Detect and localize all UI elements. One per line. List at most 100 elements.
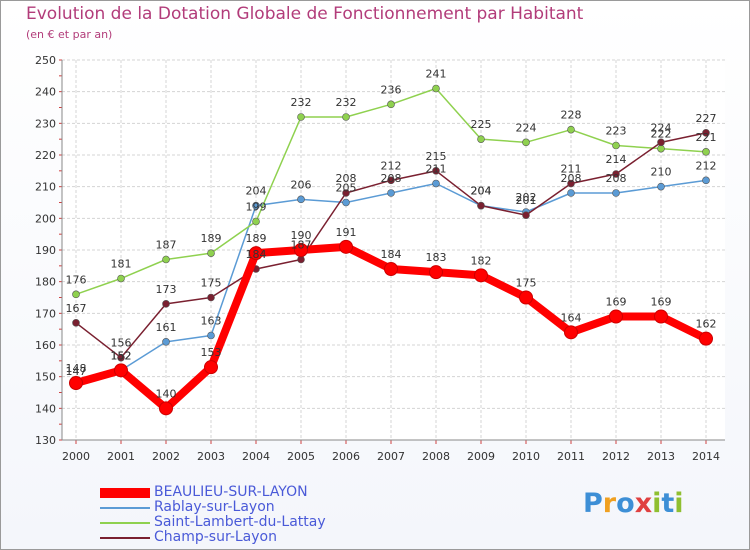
x-tick-label: 2004: [242, 450, 270, 463]
data-label-beaulieu-sur-layon: 183: [426, 251, 447, 264]
data-label-champ-sur-layon: 156: [111, 337, 132, 350]
x-tick-label: 2001: [107, 450, 135, 463]
data-label-champ-sur-layon: 175: [201, 277, 222, 290]
data-point-champ-sur-layon: [657, 138, 665, 147]
data-label-beaulieu-sur-layon: 175: [516, 277, 537, 290]
data-point-saint-lambert-du-lattay: [207, 249, 215, 257]
data-point-beaulieu-sur-layon: [159, 401, 173, 416]
legend-swatch: [100, 536, 150, 539]
logo-letter: x: [634, 488, 653, 519]
data-point-champ-sur-layon: [702, 129, 710, 137]
data-point-rablay-sur-layon: [207, 331, 215, 340]
data-label-beaulieu-sur-layon: 191: [336, 226, 357, 239]
data-point-rablay-sur-layon: [612, 189, 620, 197]
data-point-beaulieu-sur-layon: [384, 262, 398, 276]
data-point-beaulieu-sur-layon: [654, 309, 668, 324]
y-tick-label: 130: [35, 434, 56, 447]
data-label-champ-sur-layon: 173: [156, 283, 177, 296]
logo-letter: i: [674, 488, 684, 519]
data-point-saint-lambert-du-lattay: [657, 144, 665, 153]
logo-letter: r: [602, 488, 617, 519]
y-tick-label: 140: [35, 402, 56, 415]
data-point-saint-lambert-du-lattay: [432, 84, 440, 93]
data-point-rablay-sur-layon: [252, 201, 260, 210]
data-label-saint-lambert-du-lattay: 222: [651, 128, 672, 141]
y-tick-label: 170: [35, 307, 56, 320]
data-point-rablay-sur-layon: [657, 182, 665, 191]
data-point-champ-sur-layon: [207, 293, 215, 302]
data-point-rablay-sur-layon: [432, 179, 440, 188]
data-point-rablay-sur-layon: [342, 198, 350, 207]
y-tick-label: 160: [35, 339, 56, 352]
legend-swatch: [100, 487, 150, 498]
data-label-beaulieu-sur-layon: 182: [471, 254, 492, 267]
data-label-saint-lambert-du-lattay: 232: [291, 96, 312, 109]
data-label-beaulieu-sur-layon: 169: [606, 296, 627, 309]
y-tick-label: 220: [35, 149, 56, 162]
data-point-saint-lambert-du-lattay: [522, 138, 530, 147]
data-point-beaulieu-sur-layon: [609, 309, 623, 324]
legend-label: Saint-Lambert-du-Lattay: [154, 514, 326, 530]
data-label-saint-lambert-du-lattay: 232: [336, 96, 357, 109]
data-label-champ-sur-layon: 167: [66, 302, 87, 315]
data-label-champ-sur-layon: 215: [426, 150, 447, 163]
y-tick-label: 180: [35, 276, 56, 289]
data-point-saint-lambert-du-lattay: [612, 141, 620, 150]
data-point-champ-sur-layon: [477, 201, 485, 210]
legend-swatch: [100, 506, 150, 509]
data-point-rablay-sur-layon: [387, 189, 395, 197]
proxiti-logo: Proxiti: [583, 488, 684, 519]
logo-letter: P: [583, 488, 603, 519]
data-label-rablay-sur-layon: 204: [471, 185, 492, 198]
data-label-saint-lambert-du-lattay: 241: [426, 68, 447, 81]
x-tick-label: 2006: [332, 450, 360, 463]
y-tick-label: 250: [35, 54, 56, 67]
legend-label: Champ-sur-Layon: [154, 529, 277, 545]
data-point-champ-sur-layon: [342, 189, 350, 197]
data-label-champ-sur-layon: 214: [606, 153, 627, 166]
legend: BEAULIEU-SUR-LAYON Rablay-sur-Layon Saint-…: [100, 485, 326, 545]
data-label-rablay-sur-layon: 147: [66, 365, 87, 378]
data-label-saint-lambert-du-lattay: 199: [246, 201, 267, 214]
data-label-beaulieu-sur-layon: 140: [156, 387, 177, 400]
data-point-saint-lambert-du-lattay: [72, 290, 80, 299]
data-point-champ-sur-layon: [432, 167, 440, 175]
data-label-rablay-sur-layon: 205: [336, 182, 357, 195]
x-tick-label: 2005: [287, 450, 315, 463]
data-label-saint-lambert-du-lattay: 221: [696, 131, 717, 144]
data-label-rablay-sur-layon: 210: [651, 166, 672, 179]
x-tick-label: 2007: [377, 450, 405, 463]
y-tick-label: 210: [35, 181, 56, 194]
x-tick-label: 2013: [647, 450, 675, 463]
legend-swatch: [100, 521, 150, 524]
data-point-beaulieu-sur-layon: [114, 363, 128, 378]
data-point-saint-lambert-du-lattay: [162, 255, 170, 264]
data-label-rablay-sur-layon: 202: [516, 191, 537, 204]
data-point-saint-lambert-du-lattay: [252, 217, 260, 226]
data-label-saint-lambert-du-lattay: 223: [606, 125, 627, 138]
logo-letter: t: [661, 488, 675, 519]
data-point-saint-lambert-du-lattay: [117, 274, 125, 283]
data-label-champ-sur-layon: 201: [516, 194, 537, 207]
data-point-saint-lambert-du-lattay: [567, 125, 575, 134]
chart-title: Evolution de la Dotation Globale de Fonc…: [26, 4, 584, 24]
data-label-champ-sur-layon: 227: [696, 112, 717, 125]
data-point-saint-lambert-du-lattay: [297, 113, 305, 121]
data-label-saint-lambert-du-lattay: 225: [471, 118, 492, 131]
data-point-saint-lambert-du-lattay: [387, 100, 395, 109]
data-label-beaulieu-sur-layon: 152: [111, 349, 132, 362]
data-label-saint-lambert-du-lattay: 236: [381, 83, 402, 96]
data-point-rablay-sur-layon: [567, 189, 575, 197]
data-point-champ-sur-layon: [72, 319, 80, 327]
x-tick-label: 2008: [422, 450, 450, 463]
chart-subtitle: (en € et par an): [26, 28, 113, 41]
legend-item: Saint-Lambert-du-Lattay: [100, 515, 326, 530]
x-tick-label: 2011: [557, 450, 585, 463]
data-point-beaulieu-sur-layon: [429, 265, 443, 280]
data-label-rablay-sur-layon: 212: [696, 159, 717, 172]
data-label-saint-lambert-du-lattay: 189: [201, 232, 222, 245]
x-tick-label: 2010: [512, 450, 540, 463]
data-label-champ-sur-layon: 204: [471, 185, 492, 198]
data-label-rablay-sur-layon: 163: [201, 315, 222, 328]
data-label-champ-sur-layon: 184: [246, 248, 267, 261]
